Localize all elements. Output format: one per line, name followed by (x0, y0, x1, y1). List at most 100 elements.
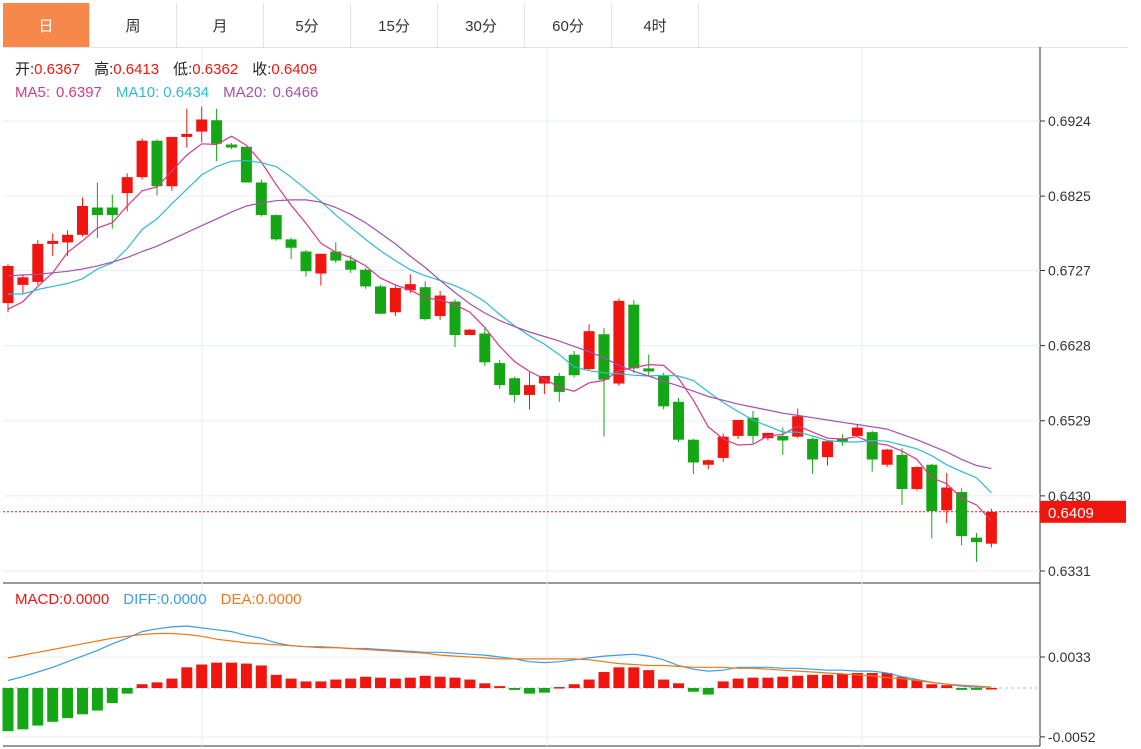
candle (360, 269, 372, 287)
macd-bar (32, 688, 44, 726)
candle (926, 464, 938, 512)
candle (941, 487, 953, 511)
candle (91, 207, 103, 216)
candle (77, 205, 88, 235)
candle (2, 265, 14, 304)
legend-ma20: 0.6466 (273, 84, 319, 101)
macd-bar (17, 688, 29, 730)
legend-open: 0.6367 (34, 61, 80, 78)
macd-bar (196, 664, 208, 688)
macd-bar (851, 672, 863, 688)
tab-6[interactable]: 60分 (525, 3, 612, 47)
candle (866, 432, 878, 460)
macd-bar (524, 688, 535, 694)
legend-row: MACD:0.0000 DIFF:0.0000 DEA:0.0000 (15, 591, 302, 608)
candle (911, 467, 923, 490)
macd-bar (971, 688, 982, 690)
legend-ma20-label: MA20: (223, 84, 266, 101)
candle (538, 375, 550, 384)
macd-bar (226, 662, 237, 688)
macd-bar (613, 667, 625, 688)
candle (613, 300, 625, 384)
macd-bar (553, 687, 565, 689)
candle (17, 277, 29, 285)
macd-bar (389, 678, 401, 688)
tab-3[interactable]: 5分 (264, 3, 351, 47)
macd-bar (941, 685, 953, 688)
candle (851, 427, 863, 436)
candle (240, 146, 252, 183)
macd-tick-label: 0.0033 (1048, 649, 1091, 665)
candle (464, 329, 476, 335)
macd-tick-label: -0.0052 (1048, 729, 1096, 745)
candle (568, 354, 580, 376)
macd-bar (583, 679, 595, 688)
macd-bar (375, 677, 386, 688)
macd-bar (449, 677, 461, 688)
candle (300, 251, 312, 272)
candle (211, 120, 223, 144)
macd-bar (866, 672, 878, 688)
legend-macd-label: MACD: (15, 591, 63, 608)
legend-high-label: 高: (94, 61, 113, 78)
candle (896, 454, 908, 490)
candle (717, 436, 729, 458)
candle (285, 239, 297, 248)
candle (985, 511, 997, 544)
tab-4[interactable]: 15分 (351, 3, 438, 47)
macd-bar (315, 681, 327, 688)
candle (702, 460, 714, 465)
macd-bar (345, 678, 357, 688)
candle (732, 419, 744, 436)
candle (166, 136, 178, 187)
legend-ma10-label: MA10: (116, 84, 159, 101)
macd-bar (2, 688, 14, 732)
tab-0[interactable]: 日 (3, 3, 90, 47)
candle (509, 378, 521, 395)
tab-7[interactable]: 4时 (612, 3, 699, 47)
macd-bar (985, 688, 997, 690)
candle (270, 215, 282, 240)
last-price-box (1040, 500, 1126, 523)
macd-bar (598, 672, 610, 688)
macd-bar (300, 681, 312, 688)
tab-5[interactable]: 30分 (438, 3, 525, 47)
legend-low: 0.6362 (192, 61, 238, 78)
price-tick-label: 0.6529 (1048, 413, 1091, 429)
period-tab-bar: 日周月 5分 15分 30分 60分 4时 (3, 3, 1127, 48)
price-tick-label: 0.6924 (1048, 113, 1091, 129)
legend-close-label: 收: (252, 61, 271, 78)
tab-2[interactable]: 月 (177, 3, 264, 47)
candle (553, 375, 565, 392)
candle (658, 375, 670, 407)
tab-1[interactable]: 周 (90, 3, 177, 47)
price-tick-label: 0.6825 (1048, 188, 1091, 204)
macd-bar (464, 679, 476, 688)
price-tick-label: 0.6628 (1048, 338, 1091, 354)
candle (479, 333, 491, 363)
candle (434, 295, 446, 317)
macd-bar (240, 663, 252, 688)
macd-bar (330, 679, 342, 688)
macd-bar (434, 676, 446, 688)
candle (598, 334, 610, 380)
macd-bar (47, 688, 59, 722)
ma5-line (7, 135, 992, 522)
macd-bar (211, 662, 223, 688)
candle (62, 234, 74, 243)
last-price-label: 0.6409 (1048, 505, 1094, 522)
macd-bar (896, 676, 908, 688)
candle (747, 417, 759, 436)
candle (956, 492, 968, 537)
diff-line (7, 625, 992, 688)
macd-bar (762, 677, 774, 688)
legend-diff: 0.0000 (161, 591, 207, 608)
macd-bar (658, 679, 670, 688)
macd-bar (494, 686, 506, 688)
macd-bar (106, 688, 118, 704)
candle (255, 182, 267, 216)
macd-bar (121, 688, 133, 694)
macd-bar (538, 688, 550, 693)
macd-bar (568, 684, 580, 688)
macd-bar (91, 688, 103, 711)
